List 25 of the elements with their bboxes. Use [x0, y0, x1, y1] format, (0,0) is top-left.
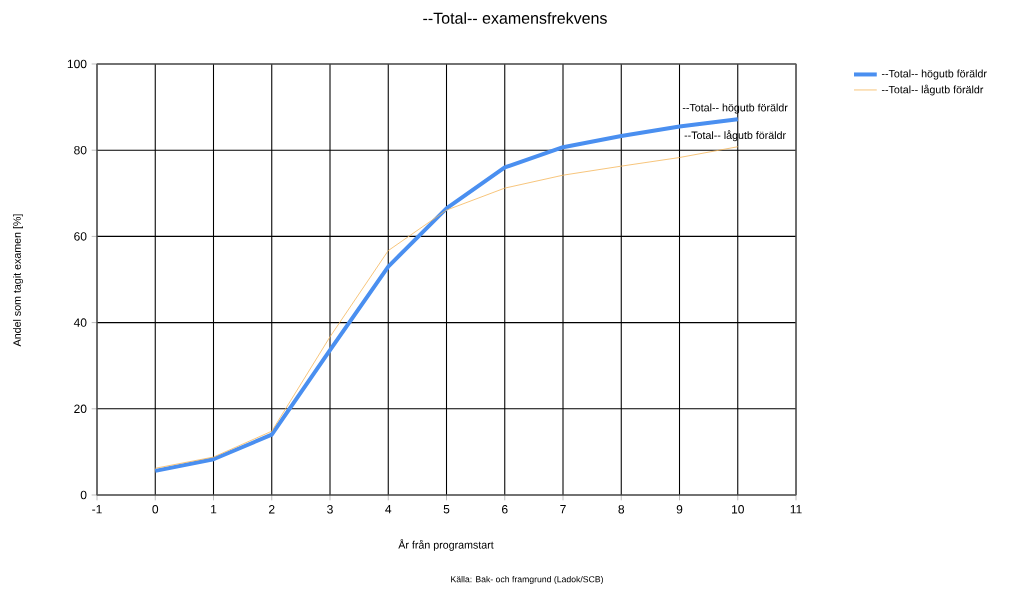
x-tick-label: 10 [732, 505, 744, 514]
y-tick-label: 80 [74, 145, 87, 155]
x-tick-label: 8 [618, 505, 625, 514]
x-tick-label: 9 [676, 505, 683, 514]
x-tick-label: 0 [152, 505, 159, 514]
y-axis-title: Andel som tagit examen [%] [13, 214, 23, 347]
x-tick-label: 7 [560, 505, 566, 514]
y-tick-label: 100 [67, 59, 87, 69]
x-tick-label: 6 [502, 505, 508, 514]
legend-label: --Total-- lågutb föräldr [881, 84, 984, 96]
chart-title: --Total-- examensfrekvens [423, 12, 607, 24]
y-tick-label: 60 [74, 232, 87, 241]
x-tick-label: 4 [385, 505, 392, 514]
y-tick-label: 40 [73, 318, 87, 327]
x-axis-title: År från programstart [398, 539, 494, 551]
x-tick-label: 2 [269, 505, 275, 514]
x-tick-label: 11 [790, 505, 802, 514]
x-tick-label: 3 [327, 505, 333, 514]
y-tick-label: 20 [74, 404, 87, 414]
x-tick-label: 1 [211, 505, 217, 514]
x-tick-label: -1 [92, 505, 102, 514]
x-tick-label: 5 [443, 505, 450, 514]
y-tick-label: 0 [80, 490, 87, 500]
text: Källa: Bak- och framgrund (Ladok/SCB) [451, 575, 603, 585]
legend-label: --Total-- högutb föräldr [881, 69, 987, 80]
